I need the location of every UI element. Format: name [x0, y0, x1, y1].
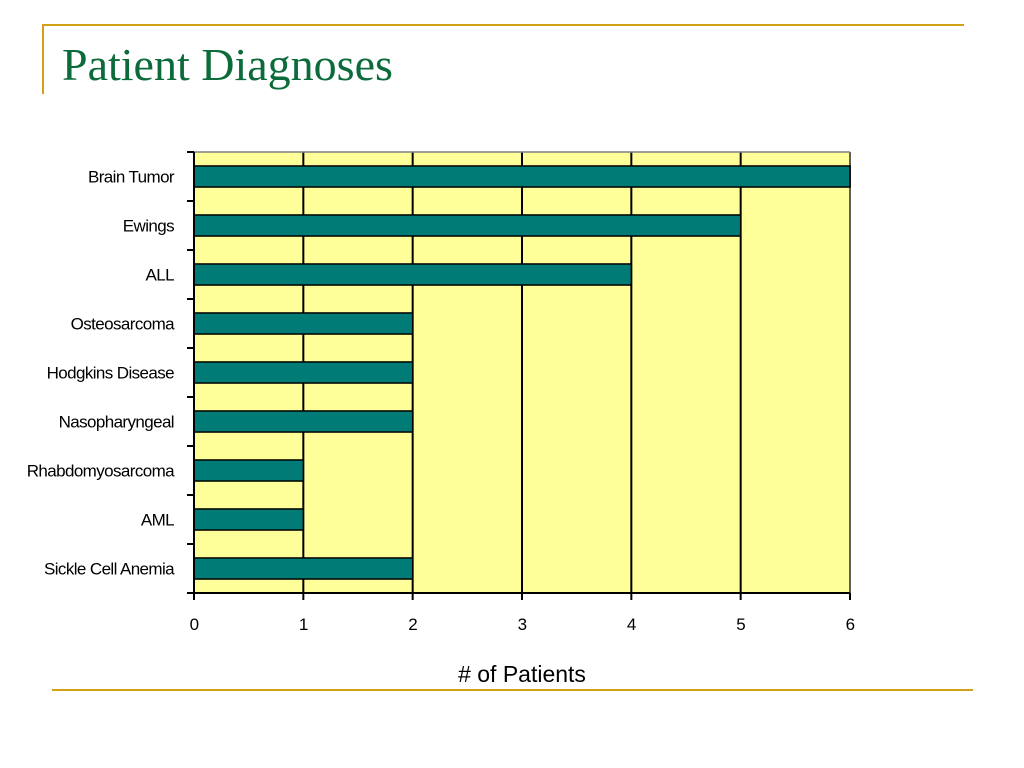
bar-0 [193, 165, 851, 188]
category-label-5: Nasopharyngeal [59, 413, 174, 432]
title-accent-vertical-rule [42, 24, 44, 94]
bar-4 [193, 361, 414, 384]
x-tick-label-3: 3 [518, 615, 527, 634]
title-accent-horizontal-rule [42, 24, 964, 26]
category-label-3: Osteosarcoma [71, 315, 175, 334]
x-tick-label-2: 2 [408, 615, 417, 634]
category-label-0: Brain Tumor [88, 168, 175, 187]
bar-7 [193, 508, 305, 531]
category-label-6: Rhabdomyosarcoma [27, 462, 175, 481]
slide-title: Patient Diagnoses [62, 39, 393, 90]
bar-2 [193, 263, 633, 286]
category-label-1: Ewings [123, 217, 174, 236]
x-tick-label-1: 1 [299, 615, 308, 634]
x-tick-label-0: 0 [190, 615, 199, 634]
x-tick-label-6: 6 [846, 615, 855, 634]
bar-6 [193, 459, 305, 482]
x-tick-label-4: 4 [627, 615, 636, 634]
x-axis-title: # of Patients [458, 661, 586, 687]
category-label-4: Hodgkins Disease [47, 364, 175, 383]
category-label-2: ALL [146, 266, 175, 285]
bar-5 [193, 410, 414, 433]
bar-3 [193, 312, 414, 335]
x-tick-label-5: 5 [736, 615, 745, 634]
category-label-8: Sickle Cell Anemia [44, 560, 175, 579]
bar-1 [193, 214, 742, 237]
footer-rule [52, 689, 973, 691]
bar-8 [193, 557, 414, 580]
category-label-7: AML [141, 511, 174, 530]
